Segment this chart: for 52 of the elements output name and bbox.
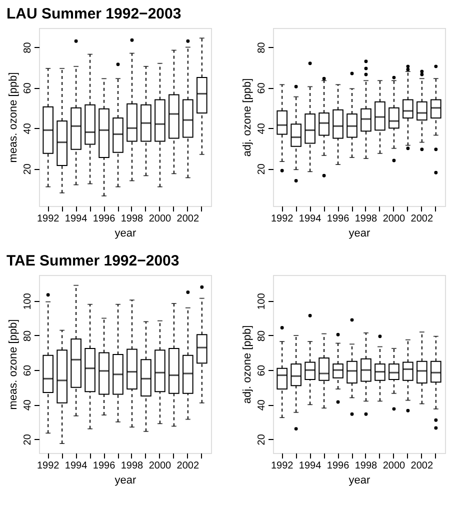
x-tick-label: 1994 [298,460,322,472]
y-tick-label: 60 [256,364,268,376]
x-tick-label: 1992 [36,214,60,224]
y-tick-label: 80 [22,42,34,54]
y-tick-label: 60 [22,364,34,376]
x-tick-label: 2002 [410,214,434,224]
y-tick-label: 20 [256,163,268,175]
y-axis-title: meas. ozone [ppb] [8,319,20,410]
y-tick-label: 60 [22,82,34,94]
x-axis-title: year [348,474,371,486]
x-tick-label: 2002 [176,460,200,472]
x-tick-label: 1994 [64,460,88,472]
x-tick-label: 2000 [382,460,406,472]
x-axis-title: year [114,474,137,486]
y-tick-label: 80 [256,42,268,54]
x-tick-label: 1994 [298,214,322,224]
y-tick-label: 40 [22,122,34,134]
y-tick-label: 40 [256,399,268,411]
x-tick-label: 1996 [92,460,116,472]
x-tick-label: 1998 [354,460,378,472]
x-axis-title: year [114,228,137,240]
x-tick-label: 1996 [326,214,350,224]
y-axis-title: adj. ozone [ppb] [242,325,254,404]
chart-title: LAU Summer 1992−2003 [6,6,182,22]
y-tick-label: 100 [22,292,34,310]
x-tick-label: 2002 [176,214,200,224]
x-tick-label: 1998 [120,460,144,472]
y-axis-title: adj. ozone [ppb] [242,78,254,157]
y-tick-label: 20 [22,434,34,446]
x-tick-label: 1992 [36,460,60,472]
x-tick-label: 1992 [270,460,294,472]
x-tick-label: 1996 [92,214,116,224]
y-tick-label: 20 [22,163,34,175]
x-tick-label: 1998 [120,214,144,224]
x-axis-title: year [348,228,371,240]
y-tick-label: 100 [256,292,268,310]
x-tick-label: 1994 [64,214,88,224]
y-tick-label: 60 [256,82,268,94]
y-tick-label: 20 [256,434,268,446]
y-tick-label: 80 [22,330,34,342]
x-tick-label: 1998 [354,214,378,224]
x-tick-label: 2002 [410,460,434,472]
x-tick-label: 2000 [148,460,172,472]
y-tick-label: 40 [256,122,268,134]
x-tick-label: 2000 [382,214,406,224]
chart-title: TAE Summer 1992−2003 [6,252,180,270]
y-axis-title: meas. ozone [ppb] [8,72,20,163]
x-tick-label: 2000 [148,214,172,224]
x-tick-label: 1992 [270,214,294,224]
y-tick-label: 80 [256,330,268,342]
y-tick-label: 40 [22,399,34,411]
x-tick-label: 1996 [326,460,350,472]
